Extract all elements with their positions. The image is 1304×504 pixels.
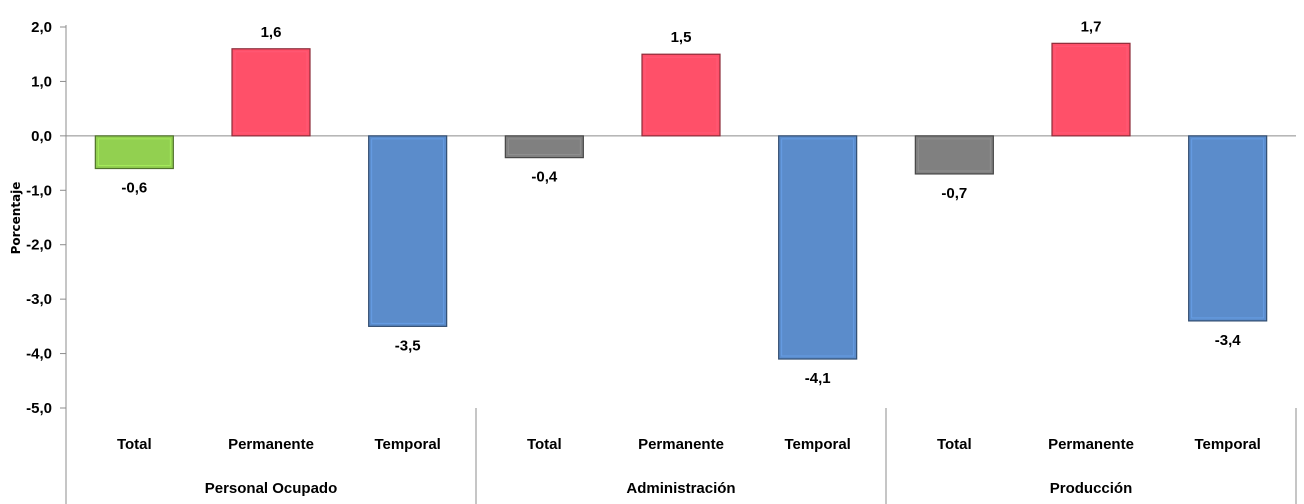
bar	[914, 135, 994, 175]
category-label: Temporal	[374, 436, 440, 453]
data-label: 1,6	[261, 24, 282, 41]
data-label: -0,6	[121, 180, 147, 197]
data-label: 1,7	[1081, 18, 1102, 35]
y-tick-label: 1,0	[31, 73, 52, 90]
category-label: Temporal	[784, 436, 850, 453]
category-label: Permanente	[638, 436, 724, 453]
bar	[504, 135, 584, 159]
bars	[94, 42, 1268, 360]
bar-bevel	[781, 138, 855, 357]
bar-bevel	[644, 56, 718, 134]
bar	[1188, 135, 1268, 322]
bar	[368, 135, 448, 327]
bar	[94, 135, 174, 170]
category-label: Total	[117, 436, 152, 453]
bar	[231, 48, 311, 137]
bar	[1051, 42, 1131, 137]
bar-bevel	[97, 138, 171, 167]
bar	[778, 135, 858, 360]
labels: Personal Ocupado -0,6 Total 1,6 Permanente -3…	[117, 18, 1261, 497]
data-label: 1,5	[671, 29, 692, 46]
category-label: Permanente	[1048, 436, 1134, 453]
y-tick-label: -5,0	[26, 400, 52, 417]
bar-bevel	[1054, 45, 1128, 134]
group-label: Administración	[626, 480, 735, 497]
data-label: -0,7	[941, 185, 967, 202]
data-label: -4,1	[805, 370, 831, 387]
y-tick-label: 0,0	[31, 128, 52, 145]
y-tick-label: 2,0	[31, 19, 52, 36]
group-label: Personal Ocupado	[205, 480, 338, 497]
data-label: -3,4	[1215, 332, 1242, 349]
bar-bevel	[234, 51, 308, 134]
group-label: Producción	[1050, 480, 1133, 497]
bar-bevel	[371, 138, 445, 324]
y-tick-label: -3,0	[26, 291, 52, 308]
category-label: Total	[937, 436, 972, 453]
category-label: Temporal	[1194, 436, 1260, 453]
category-label: Total	[527, 436, 562, 453]
y-tick-label: -4,0	[26, 346, 52, 363]
bar-bevel	[507, 138, 581, 156]
bar-bevel	[917, 138, 991, 172]
bar	[641, 53, 721, 137]
category-label: Permanente	[228, 436, 314, 453]
y-tick-label: -1,0	[26, 182, 52, 199]
data-label: -3,5	[395, 337, 421, 354]
data-label: -0,4	[531, 169, 558, 186]
bar-bevel	[1191, 138, 1265, 319]
y-axis-label: Porcentaje	[9, 182, 23, 255]
y-tick-label: -2,0	[26, 237, 52, 254]
